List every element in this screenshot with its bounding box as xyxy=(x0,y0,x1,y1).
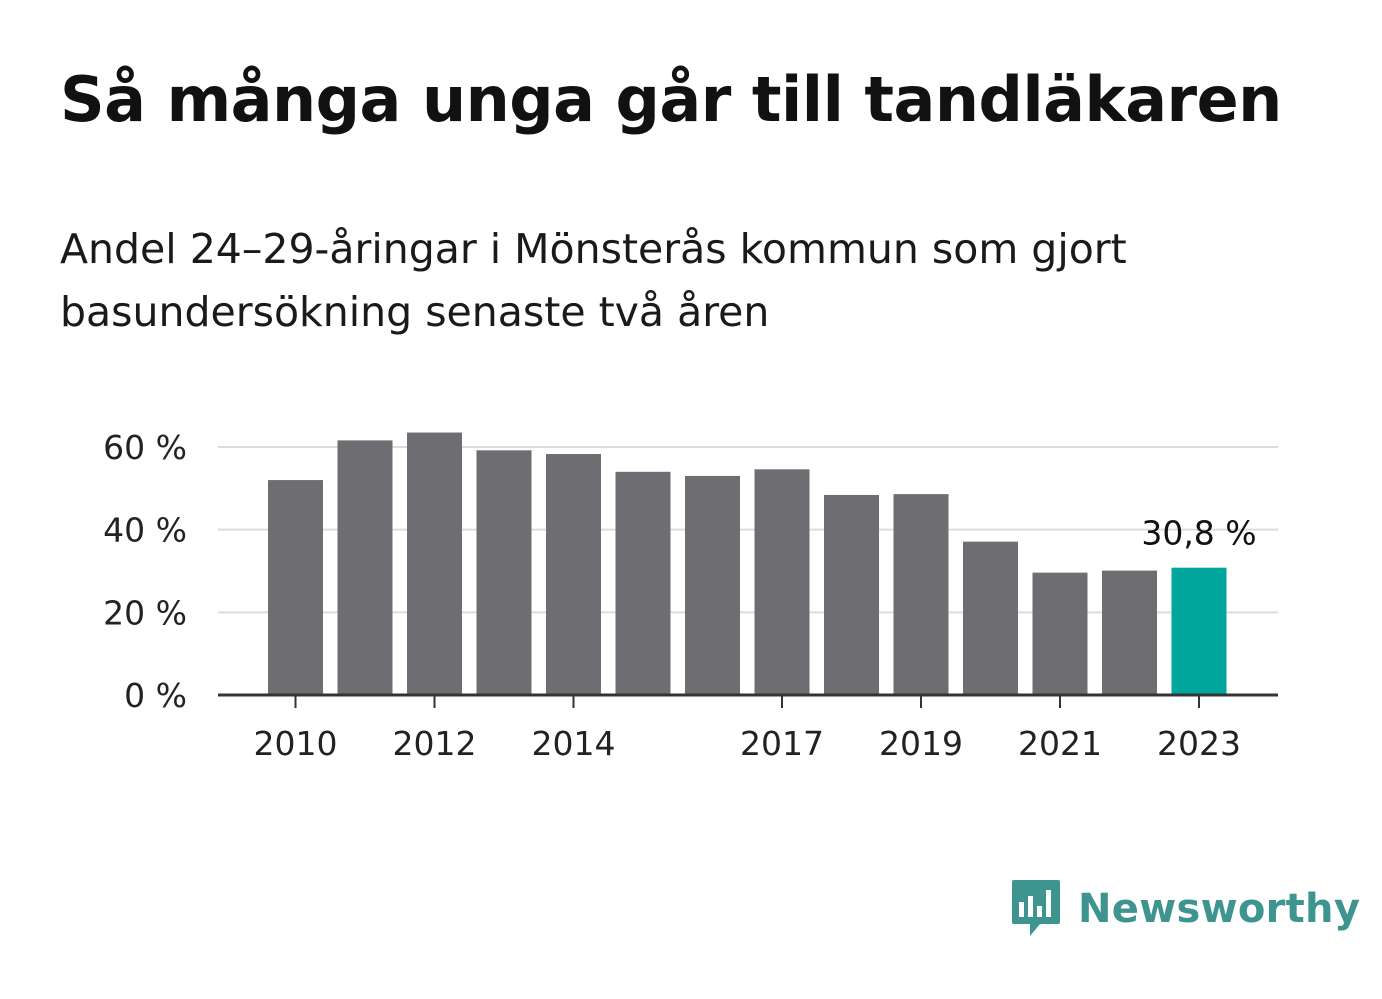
y-tick-label: 0 % xyxy=(124,676,187,715)
x-tick-label: 2019 xyxy=(879,724,963,763)
y-tick-label: 40 % xyxy=(103,511,187,550)
bar xyxy=(754,469,810,695)
x-tick-label: 2012 xyxy=(393,724,477,763)
bar xyxy=(824,494,879,695)
x-tick-label: 2014 xyxy=(532,724,616,763)
y-tick-label: 60 % xyxy=(103,428,187,467)
bar xyxy=(685,475,740,695)
chart-subtitle: Andel 24–29-åringar i Mönsterås kommun s… xyxy=(60,225,1127,336)
chart-title: Så många unga går till tandläkaren xyxy=(60,63,1282,136)
axes xyxy=(218,693,1278,708)
bars xyxy=(268,432,1227,695)
x-tick-label: 2017 xyxy=(740,724,824,763)
bar xyxy=(476,450,532,695)
data-label: 30,8 % xyxy=(1141,514,1256,553)
x-tick-label: 2021 xyxy=(1018,724,1102,763)
bar xyxy=(615,471,671,695)
newsworthy-logo-icon xyxy=(1012,880,1060,936)
bar xyxy=(1102,570,1157,695)
bar xyxy=(407,432,462,695)
bar xyxy=(963,541,1018,695)
x-tick-label: 2010 xyxy=(254,724,338,763)
brand-name: Newsworthy xyxy=(1078,886,1361,932)
labels: 0 % 20 % 40 % 60 % 2010 2012 2014 2017 2019 2021 2… xyxy=(103,428,1257,763)
bar xyxy=(337,440,393,695)
bar xyxy=(268,480,323,695)
bar xyxy=(1032,572,1088,695)
x-tick-label: 2023 xyxy=(1157,724,1241,763)
gridlines xyxy=(218,446,1278,614)
bar xyxy=(1171,567,1227,695)
y-tick-label: 20 % xyxy=(103,593,187,632)
bar xyxy=(893,494,949,695)
brand: Newsworthy xyxy=(1010,878,1360,940)
bar xyxy=(546,454,601,695)
